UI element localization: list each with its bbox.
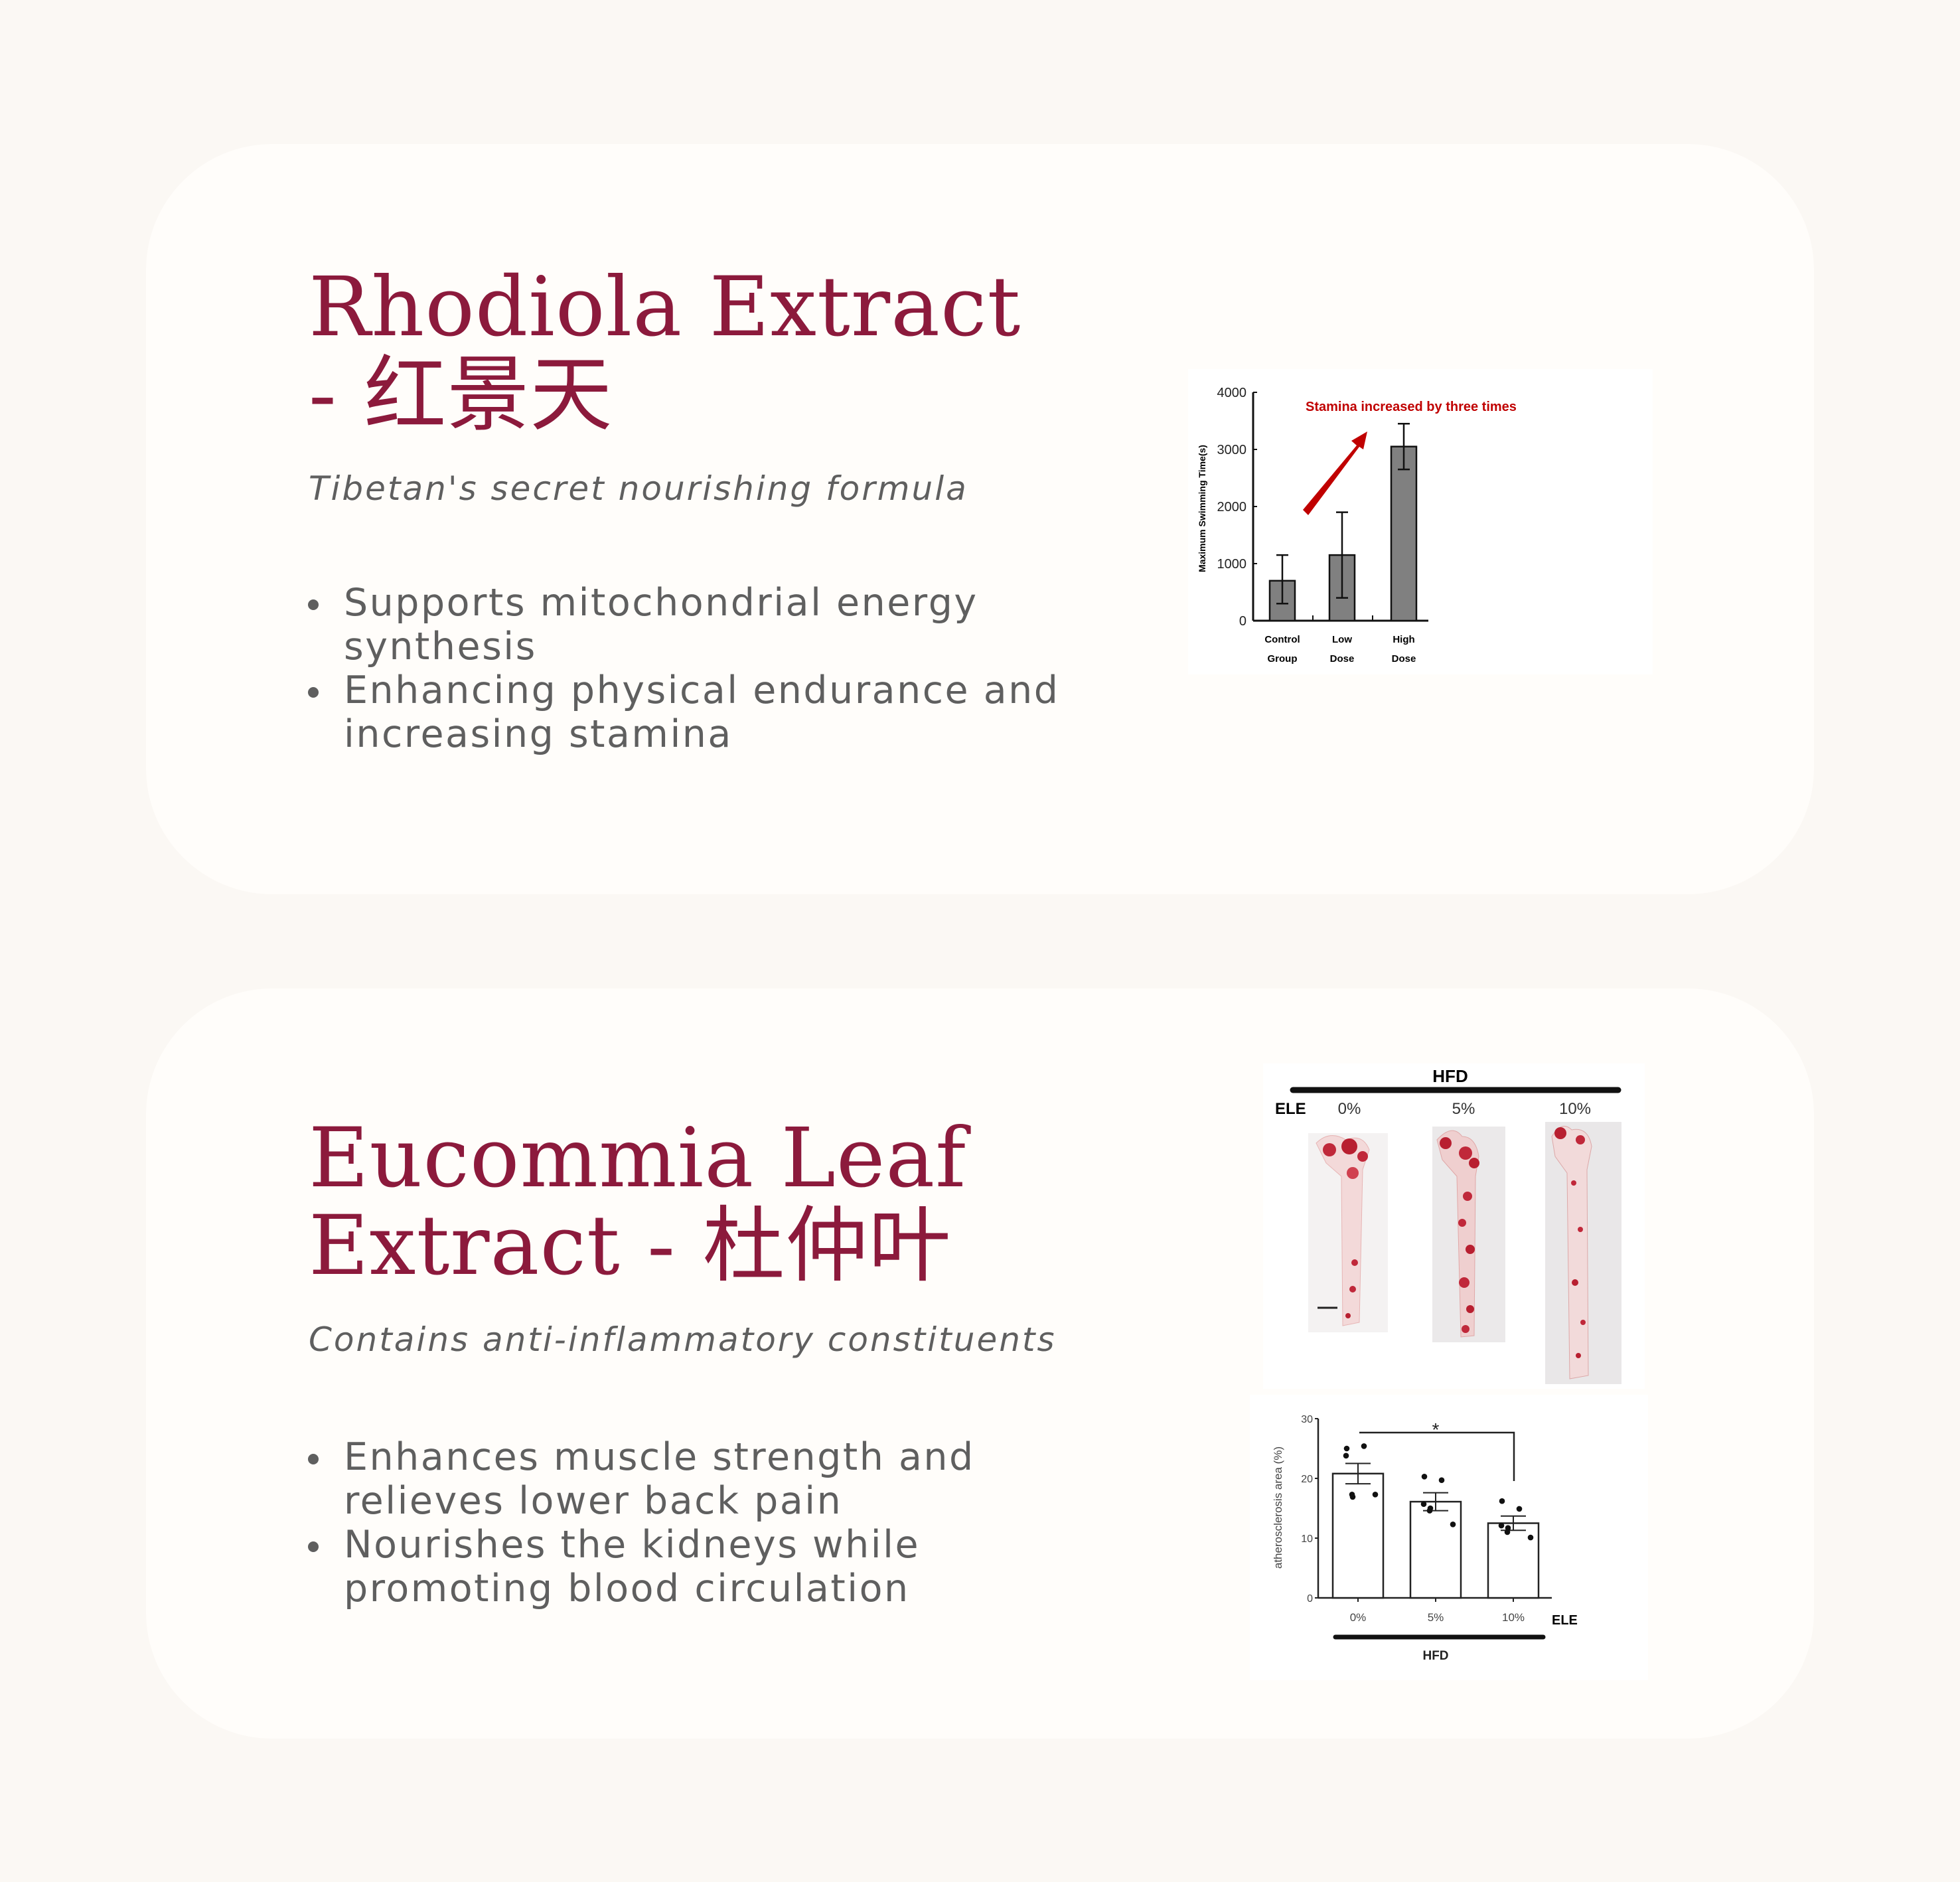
eucommia-card: Eucommia Leaf Extract - 杜仲叶 Contains ant… xyxy=(146,988,1814,1739)
data-point xyxy=(1421,1474,1428,1480)
bullet-text: Supports mitochondrial energy synthesis xyxy=(344,581,978,668)
y-axis-label: Maximum Swimming Time(s) xyxy=(1197,445,1207,572)
category-label: 0% xyxy=(1350,1611,1367,1624)
aorta-photo-panel: HFD ELE 0% 5% 10% xyxy=(1263,1063,1645,1389)
aorta-photo-2 xyxy=(1545,1122,1621,1384)
hfd-label: HFD xyxy=(1432,1066,1468,1086)
data-point xyxy=(1349,1492,1355,1498)
chart1-svg: Stamina increased by three times 0 1000 20… xyxy=(1197,386,1517,665)
category-label: Group xyxy=(1268,653,1298,665)
category-label: Control xyxy=(1264,634,1300,645)
data-point xyxy=(1505,1525,1511,1531)
data-point xyxy=(1504,1529,1511,1535)
y-tick-label: 30 xyxy=(1301,1414,1313,1425)
y-tick-label: 20 xyxy=(1301,1474,1313,1485)
group-label: HFD xyxy=(1422,1649,1448,1663)
data-point xyxy=(1527,1534,1534,1541)
bullet-icon xyxy=(308,1454,319,1464)
y-tick-label: 0 xyxy=(1239,614,1246,629)
x-axis-label: ELE xyxy=(1552,1613,1578,1628)
category-label: 5% xyxy=(1428,1611,1444,1624)
bar xyxy=(1390,445,1418,622)
data-point xyxy=(1343,1445,1350,1452)
list-item: Enhances muscle strength and relieves lo… xyxy=(300,1435,1096,1523)
data-point xyxy=(1420,1501,1427,1507)
data-point xyxy=(1426,1508,1433,1514)
bar xyxy=(1487,1522,1540,1599)
chart2-svg: 0 10 20 30 atherosclerosis area (%) 0% 5% 10% * E… xyxy=(1272,1414,1578,1663)
trend-arrow-icon xyxy=(1303,431,1367,515)
y-tick-label: 10 xyxy=(1301,1533,1313,1545)
bullet-icon xyxy=(308,687,319,698)
aorta-photo-0 xyxy=(1308,1133,1388,1332)
bullet-icon xyxy=(308,1541,319,1552)
list-item: Nourishes the kidneys while promoting bl… xyxy=(300,1523,1096,1610)
list-item: Supports mitochondrial energy synthesis xyxy=(300,581,1096,668)
title-line-2: Extract - 杜仲叶 xyxy=(309,1198,952,1294)
atherosclerosis-chart: 0 10 20 30 atherosclerosis area (%) 0% 5% 10% * E… xyxy=(1250,1395,1648,1680)
category-label: Dose xyxy=(1330,653,1355,665)
benefit-list: Supports mitochondrial energy synthesis … xyxy=(300,581,1096,756)
bullet-text: Enhancing physical endurance and increas… xyxy=(344,668,1060,756)
section-title: Rhodiola Extract - 红景天 xyxy=(309,264,1021,439)
aorta-photo-1 xyxy=(1432,1127,1505,1342)
data-point xyxy=(1450,1522,1456,1528)
section-title: Eucommia Leaf Extract - 杜仲叶 xyxy=(309,1115,966,1290)
section-subtitle: Contains anti-inflammatory constituents xyxy=(309,1320,1057,1359)
aorta-photos: HFD ELE 0% 5% 10% xyxy=(1275,1066,1621,1384)
list-item: Enhancing physical endurance and increas… xyxy=(300,668,1096,756)
category-label: Low xyxy=(1332,634,1352,645)
data-point xyxy=(1498,1522,1505,1529)
rhodiola-card: Rhodiola Extract - 红景天 Tibetan's secret … xyxy=(146,144,1814,894)
significance-bracket xyxy=(1359,1431,1515,1481)
data-point xyxy=(1343,1452,1349,1459)
data-point xyxy=(1361,1443,1367,1449)
ele-label: ELE xyxy=(1275,1100,1306,1118)
column-label: 10% xyxy=(1559,1100,1591,1118)
data-point xyxy=(1499,1498,1505,1504)
y-axis-label: atherosclerosis area (%) xyxy=(1272,1447,1284,1569)
benefit-list: Enhances muscle strength and relieves lo… xyxy=(300,1435,1096,1610)
category-label: Dose xyxy=(1392,653,1416,665)
data-point xyxy=(1438,1477,1445,1483)
y-tick-label: 3000 xyxy=(1217,443,1247,457)
bullet-text: Enhances muscle strength and relieves lo… xyxy=(344,1435,975,1523)
bullet-text: Nourishes the kidneys while promoting bl… xyxy=(344,1523,921,1610)
section-subtitle: Tibetan's secret nourishing formula xyxy=(309,469,968,508)
column-label: 5% xyxy=(1452,1100,1475,1118)
y-tick-label: 1000 xyxy=(1217,557,1247,572)
data-point xyxy=(1372,1492,1379,1498)
chart-annotation: Stamina increased by three times xyxy=(1306,400,1517,414)
column-label: 0% xyxy=(1338,1100,1361,1118)
data-point xyxy=(1516,1506,1523,1512)
y-tick-label: 0 xyxy=(1307,1593,1313,1605)
y-tick-label: 2000 xyxy=(1217,500,1247,514)
y-tick-label: 4000 xyxy=(1217,386,1247,400)
title-line-1: Rhodiola Extract xyxy=(309,260,1021,355)
bar xyxy=(1409,1500,1462,1599)
title-line-1: Eucommia Leaf xyxy=(309,1111,967,1206)
significance-marker: * xyxy=(1432,1419,1440,1440)
category-label: High xyxy=(1393,634,1414,645)
bullet-icon xyxy=(308,599,319,610)
title-line-2: - 红景天 xyxy=(309,347,613,443)
category-label: 10% xyxy=(1502,1611,1525,1624)
swimming-time-chart: Stamina increased by three times 0 1000 20… xyxy=(1188,369,1653,674)
